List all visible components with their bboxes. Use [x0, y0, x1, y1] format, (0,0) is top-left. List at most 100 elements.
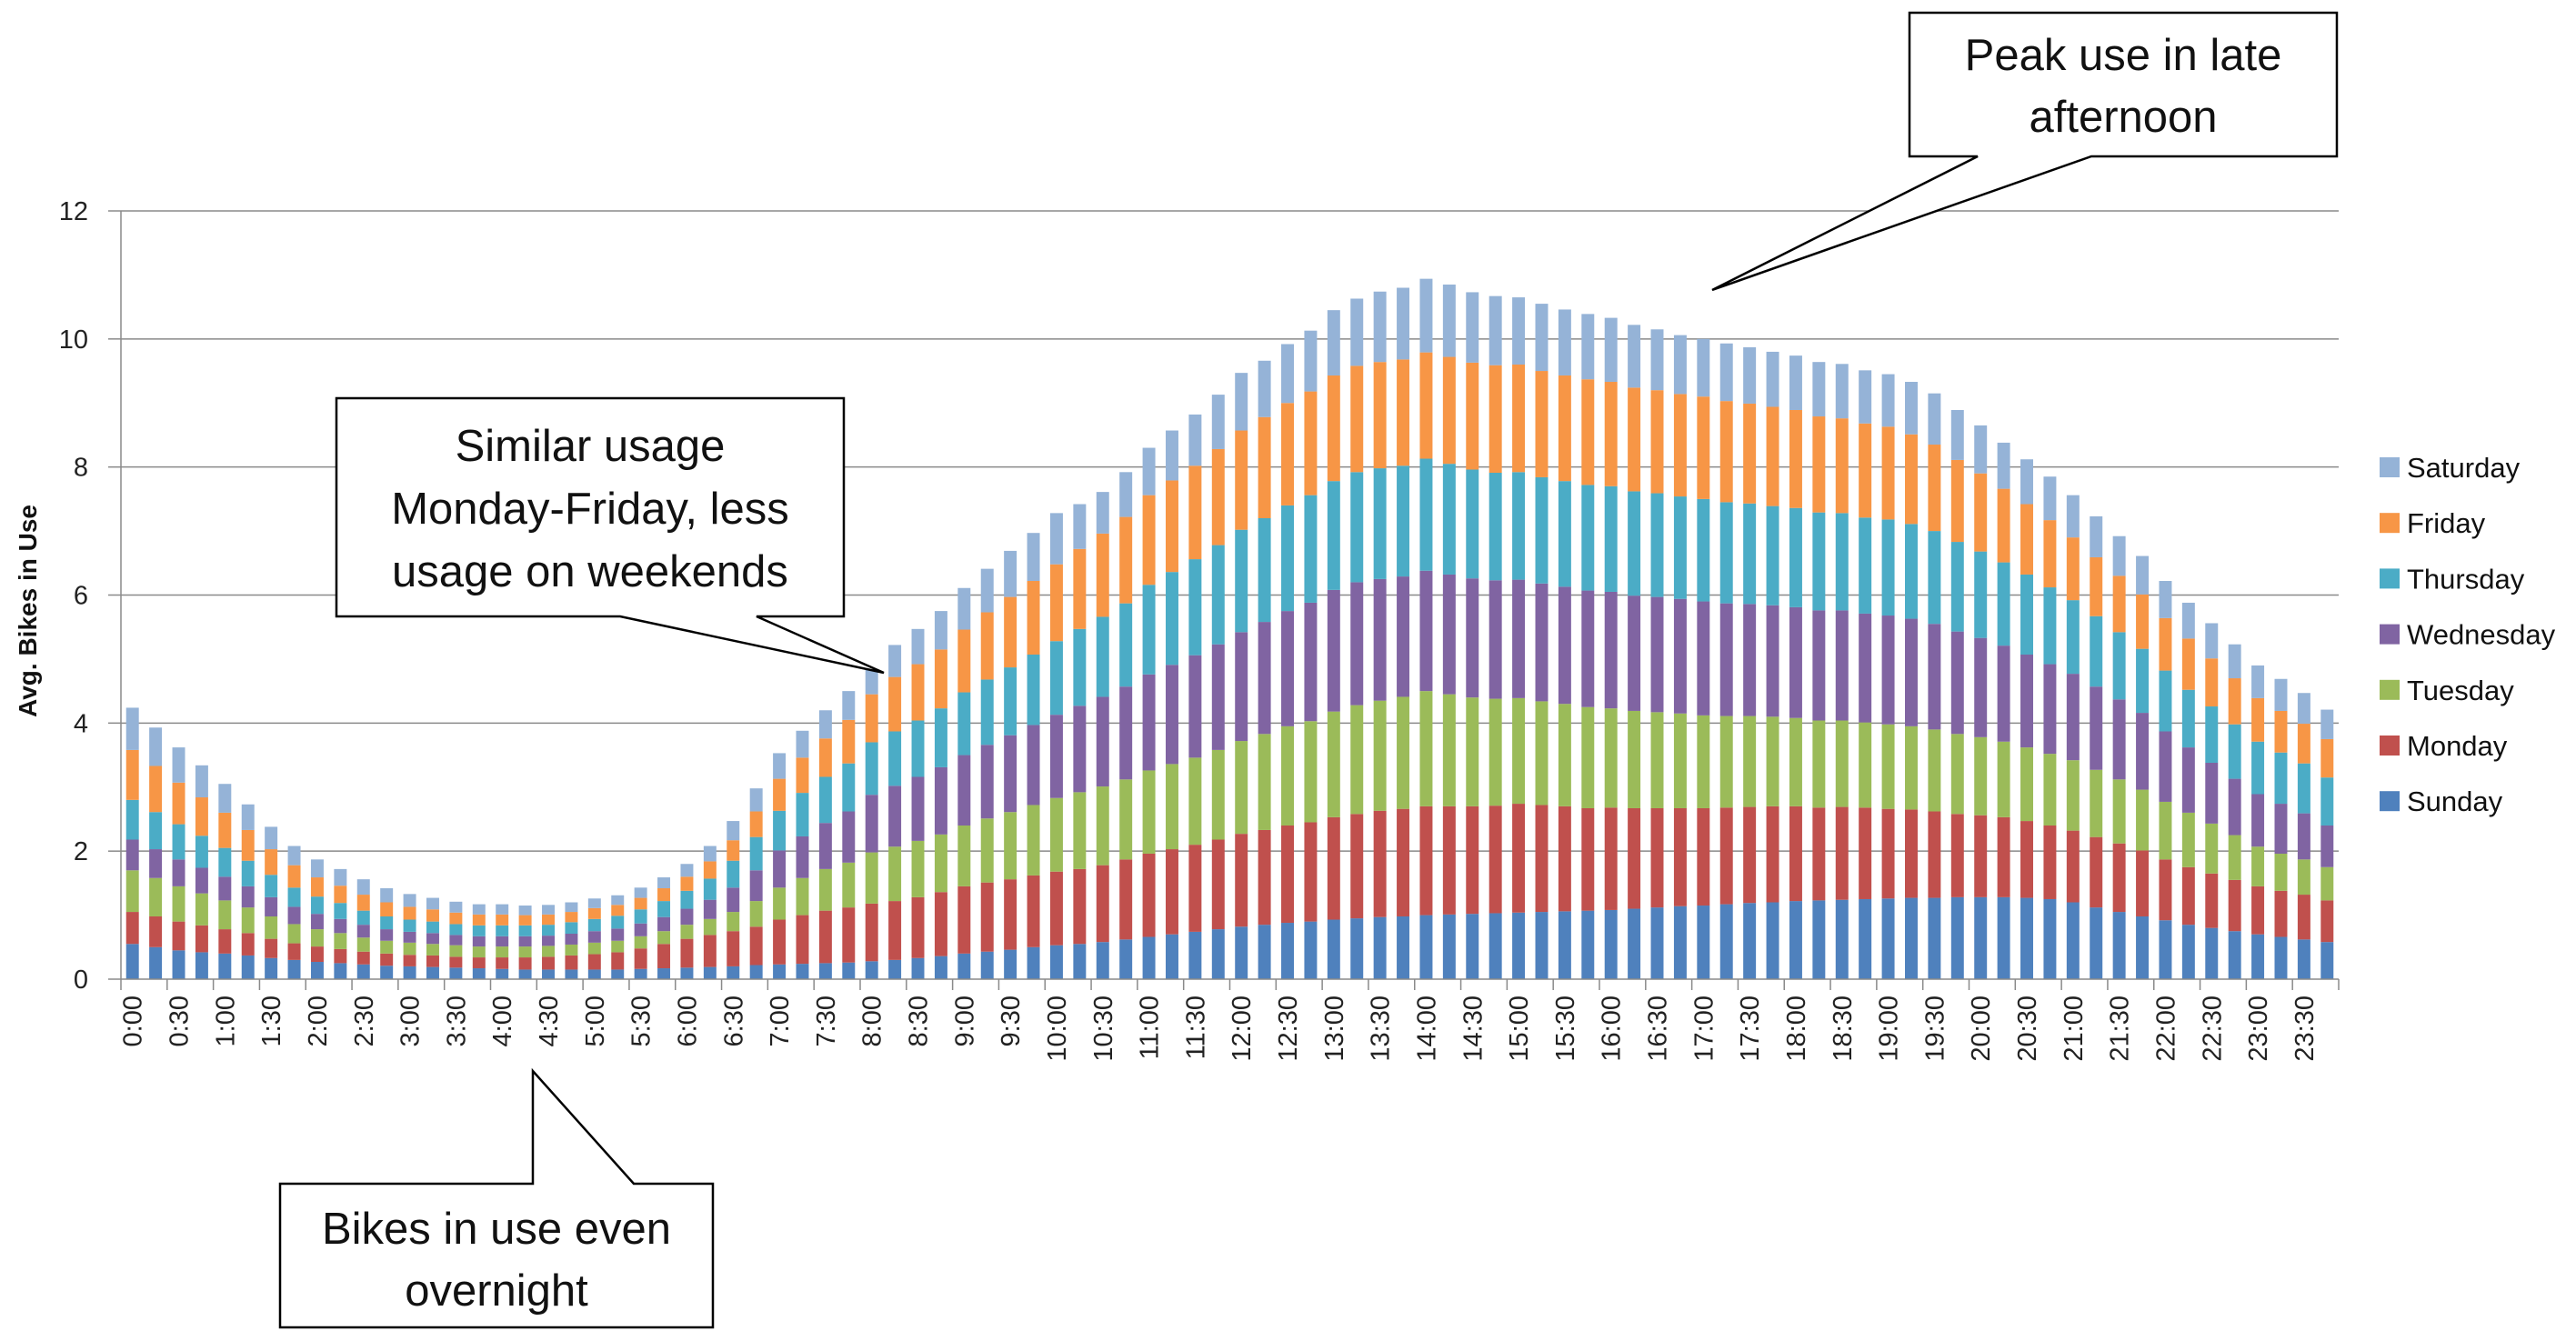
bar-segment-tuesday [1281, 726, 1294, 826]
bar-segment-thursday [218, 847, 232, 877]
bar-segment-saturday [1628, 325, 1641, 388]
bar-segment-sunday [1650, 907, 1664, 979]
x-tick-label: 13:00 [1320, 996, 1349, 1062]
x-tick-label: 0:30 [165, 996, 195, 1046]
bar-segment-friday [426, 909, 439, 922]
bar-segment-tuesday [287, 924, 301, 944]
bar-segment-sunday [911, 957, 925, 979]
bar-segment-sunday [1697, 906, 1710, 979]
bar-segment-saturday [542, 905, 555, 915]
legend-swatch-tuesday [2380, 679, 2400, 700]
bar-segment-wednesday [472, 936, 486, 947]
bar-segment-sunday [1950, 896, 1964, 979]
bar-segment-sunday [980, 951, 994, 979]
x-tick-label: 22:00 [2151, 996, 2180, 1062]
bar-segment-wednesday [380, 929, 394, 941]
bar-segment-monday [1281, 826, 1294, 924]
bar-segment-sunday [1766, 902, 1779, 979]
bar-segment-tuesday [195, 893, 208, 926]
bar-segment-monday [1650, 807, 1664, 908]
bar-segment-thursday [241, 860, 255, 886]
bar-segment-friday [1743, 403, 1757, 504]
bar-segment-friday [1673, 394, 1687, 497]
bar-segment-monday [1119, 859, 1133, 940]
bar-segment-wednesday [2159, 731, 2172, 802]
bar-segment-wednesday [1581, 590, 1595, 707]
bar-segment-friday [1766, 406, 1779, 506]
bar-segment-friday [2112, 575, 2126, 633]
bar-segment-friday [449, 912, 463, 925]
bar-segment-monday [287, 943, 301, 960]
bar-segment-sunday [1119, 939, 1133, 979]
bar-segment-friday [310, 877, 324, 897]
bar-segment-wednesday [2020, 654, 2033, 748]
bar-segment-thursday [1327, 481, 1340, 590]
x-tick-label: 4:00 [488, 996, 517, 1046]
bar-segment-friday [125, 749, 139, 800]
bar-segment-wednesday [1881, 615, 1895, 725]
bar-segment-tuesday [2251, 846, 2265, 886]
bar-segment-monday [680, 938, 694, 968]
bar-segment-friday [1512, 365, 1526, 473]
bar-segment-sunday [542, 969, 555, 979]
bar-segment-sunday [1997, 896, 2010, 979]
x-tick-label: 16:00 [1598, 996, 1627, 1062]
bar-segment-wednesday [1859, 613, 1872, 723]
x-tick-label: 14:00 [1412, 996, 1441, 1062]
bar-segment-thursday [1373, 468, 1387, 579]
bar-segment-saturday [334, 868, 347, 886]
bar-segment-wednesday [657, 916, 671, 932]
bar-segment-monday [1974, 815, 1988, 897]
bar-segment-thursday [195, 836, 208, 868]
bar-segment-sunday [2043, 898, 2057, 979]
bar-segment-sunday [403, 966, 416, 979]
bar-segment-sunday [703, 966, 717, 979]
bar-segment-saturday [865, 669, 878, 695]
bar-segment-thursday [703, 878, 717, 900]
bar-segment-monday [356, 951, 370, 965]
bar-segment-saturday [2090, 515, 2103, 557]
bar-segment-wednesday [1628, 595, 1641, 711]
bar-segment-wednesday [1304, 602, 1318, 722]
bar-segment-thursday [403, 919, 416, 932]
bar-segment-monday [1997, 816, 2010, 897]
bar-segment-wednesday [518, 936, 532, 947]
bar-segment-saturday [1188, 414, 1202, 466]
legend-swatch-wednesday [2380, 624, 2400, 645]
bar-segment-sunday [334, 963, 347, 979]
bar-segment-sunday [1812, 900, 1826, 979]
bar-segment-tuesday [888, 846, 902, 902]
bar-segment-wednesday [1119, 686, 1133, 780]
x-tick-label: 23:30 [2290, 996, 2320, 1062]
bar-segment-saturday [1049, 513, 1063, 565]
bar-segment-friday [2159, 617, 2172, 671]
x-tick-label: 15:00 [1505, 996, 1534, 1062]
bar-segment-thursday [1258, 518, 1271, 623]
bar-segment-saturday [1442, 284, 1456, 357]
bar-segment-thursday [749, 836, 763, 871]
bar-segment-thursday [611, 916, 625, 929]
bar-segment-friday [1073, 548, 1087, 629]
bar-segment-friday [657, 888, 671, 902]
bar-segment-saturday [1604, 317, 1618, 383]
bar-segment-monday [727, 931, 740, 966]
bar-segment-tuesday [2066, 760, 2080, 831]
bar-segment-wednesday [796, 836, 809, 878]
bar-segment-thursday [2136, 648, 2150, 714]
bar-segment-saturday [1743, 346, 1757, 404]
bar-segment-sunday [2112, 912, 2126, 979]
bar-segment-thursday [1119, 603, 1133, 687]
bar-segment-thursday [796, 793, 809, 836]
bar-segment-saturday [1997, 442, 2010, 489]
callout-overnight-box [278, 1067, 715, 1329]
bar-segment-thursday [1650, 493, 1664, 597]
bar-segment-friday [1304, 391, 1318, 495]
bar-segment-wednesday [1211, 644, 1225, 750]
bar-segment-monday [565, 955, 578, 970]
bar-segment-sunday [1466, 914, 1479, 979]
bar-segment-friday [1881, 426, 1895, 520]
bar-segment-monday [749, 926, 763, 966]
bar-segment-tuesday [2205, 823, 2219, 874]
bar-segment-saturday [1650, 329, 1664, 391]
bar-segment-sunday [449, 967, 463, 979]
